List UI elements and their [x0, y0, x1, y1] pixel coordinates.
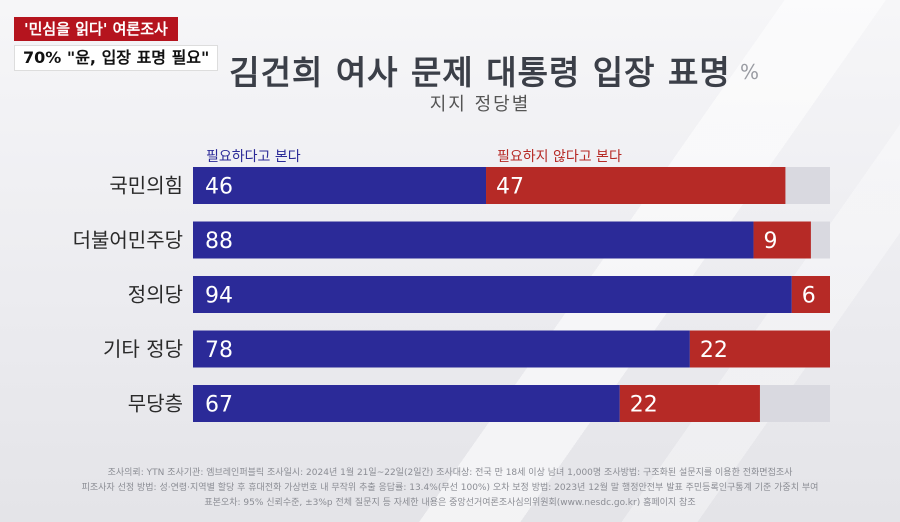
value-label-negative: 22 [630, 393, 658, 418]
category-label: 무당층 [128, 392, 183, 416]
value-label-negative: 22 [700, 338, 728, 363]
value-label-positive: 46 [205, 175, 233, 200]
legend-negative: 필요하지 않다고 본다 [497, 149, 622, 165]
category-label: 기타 정당 [103, 337, 183, 361]
bar-negative [753, 221, 811, 259]
unit-label: % [740, 60, 760, 84]
category-label: 더불어민주당 [73, 228, 183, 252]
value-label-negative: 47 [496, 175, 524, 200]
chart-subtitle: 지지 정당별 [429, 94, 531, 115]
program-badge: '민심을 읽다' 여론조사 [14, 17, 178, 41]
chart-title: 김건희 여사 문제 대통령 입장 표명 [229, 53, 731, 92]
value-label-positive: 88 [205, 229, 233, 254]
bar-negative [619, 385, 760, 422]
bar-positive [193, 221, 754, 259]
bar-negative [486, 167, 786, 204]
bar-positive [193, 167, 487, 204]
stacked-bar-chart: 국민의힘 46 47 더불어민주당 88 9 정의당 94 6 기타 정당 78 22 무당층 67 22 [73, 167, 830, 422]
value-label-positive: 78 [205, 338, 233, 363]
value-label-negative: 9 [764, 229, 778, 254]
footnote-line-2: 피조사자 선정 방법: 성·연령·지역별 할당 후 휴대전화 가상번호 내 무작… [81, 483, 819, 493]
footnote-line-1: 조사의뢰: YTN 조사기관: 엠브레인퍼블릭 조사일시: 2024년 1월 2… [107, 468, 793, 478]
bar-negative [791, 276, 830, 313]
value-label-negative: 6 [802, 284, 816, 309]
bar-positive [193, 385, 620, 422]
category-label: 국민의힘 [109, 174, 183, 198]
survey-footnote: 조사의뢰: YTN 조사기관: 엠브레인퍼블릭 조사일시: 2024년 1월 2… [0, 466, 900, 511]
bar-positive [193, 330, 690, 368]
value-label-positive: 94 [205, 284, 233, 309]
legend-positive: 필요하다고 본다 [206, 149, 301, 165]
footnote-line-3: 표본오차: 95% 신뢰수준, ±3%p 전체 질문지 등 자세한 내용은 중앙… [204, 498, 696, 508]
category-label: 정의당 [128, 283, 183, 307]
bar-positive [193, 276, 792, 313]
value-label-positive: 67 [205, 393, 233, 418]
bar-negative [689, 330, 830, 368]
headline-badge: 70% "윤, 입장 표명 필요" [14, 45, 219, 71]
